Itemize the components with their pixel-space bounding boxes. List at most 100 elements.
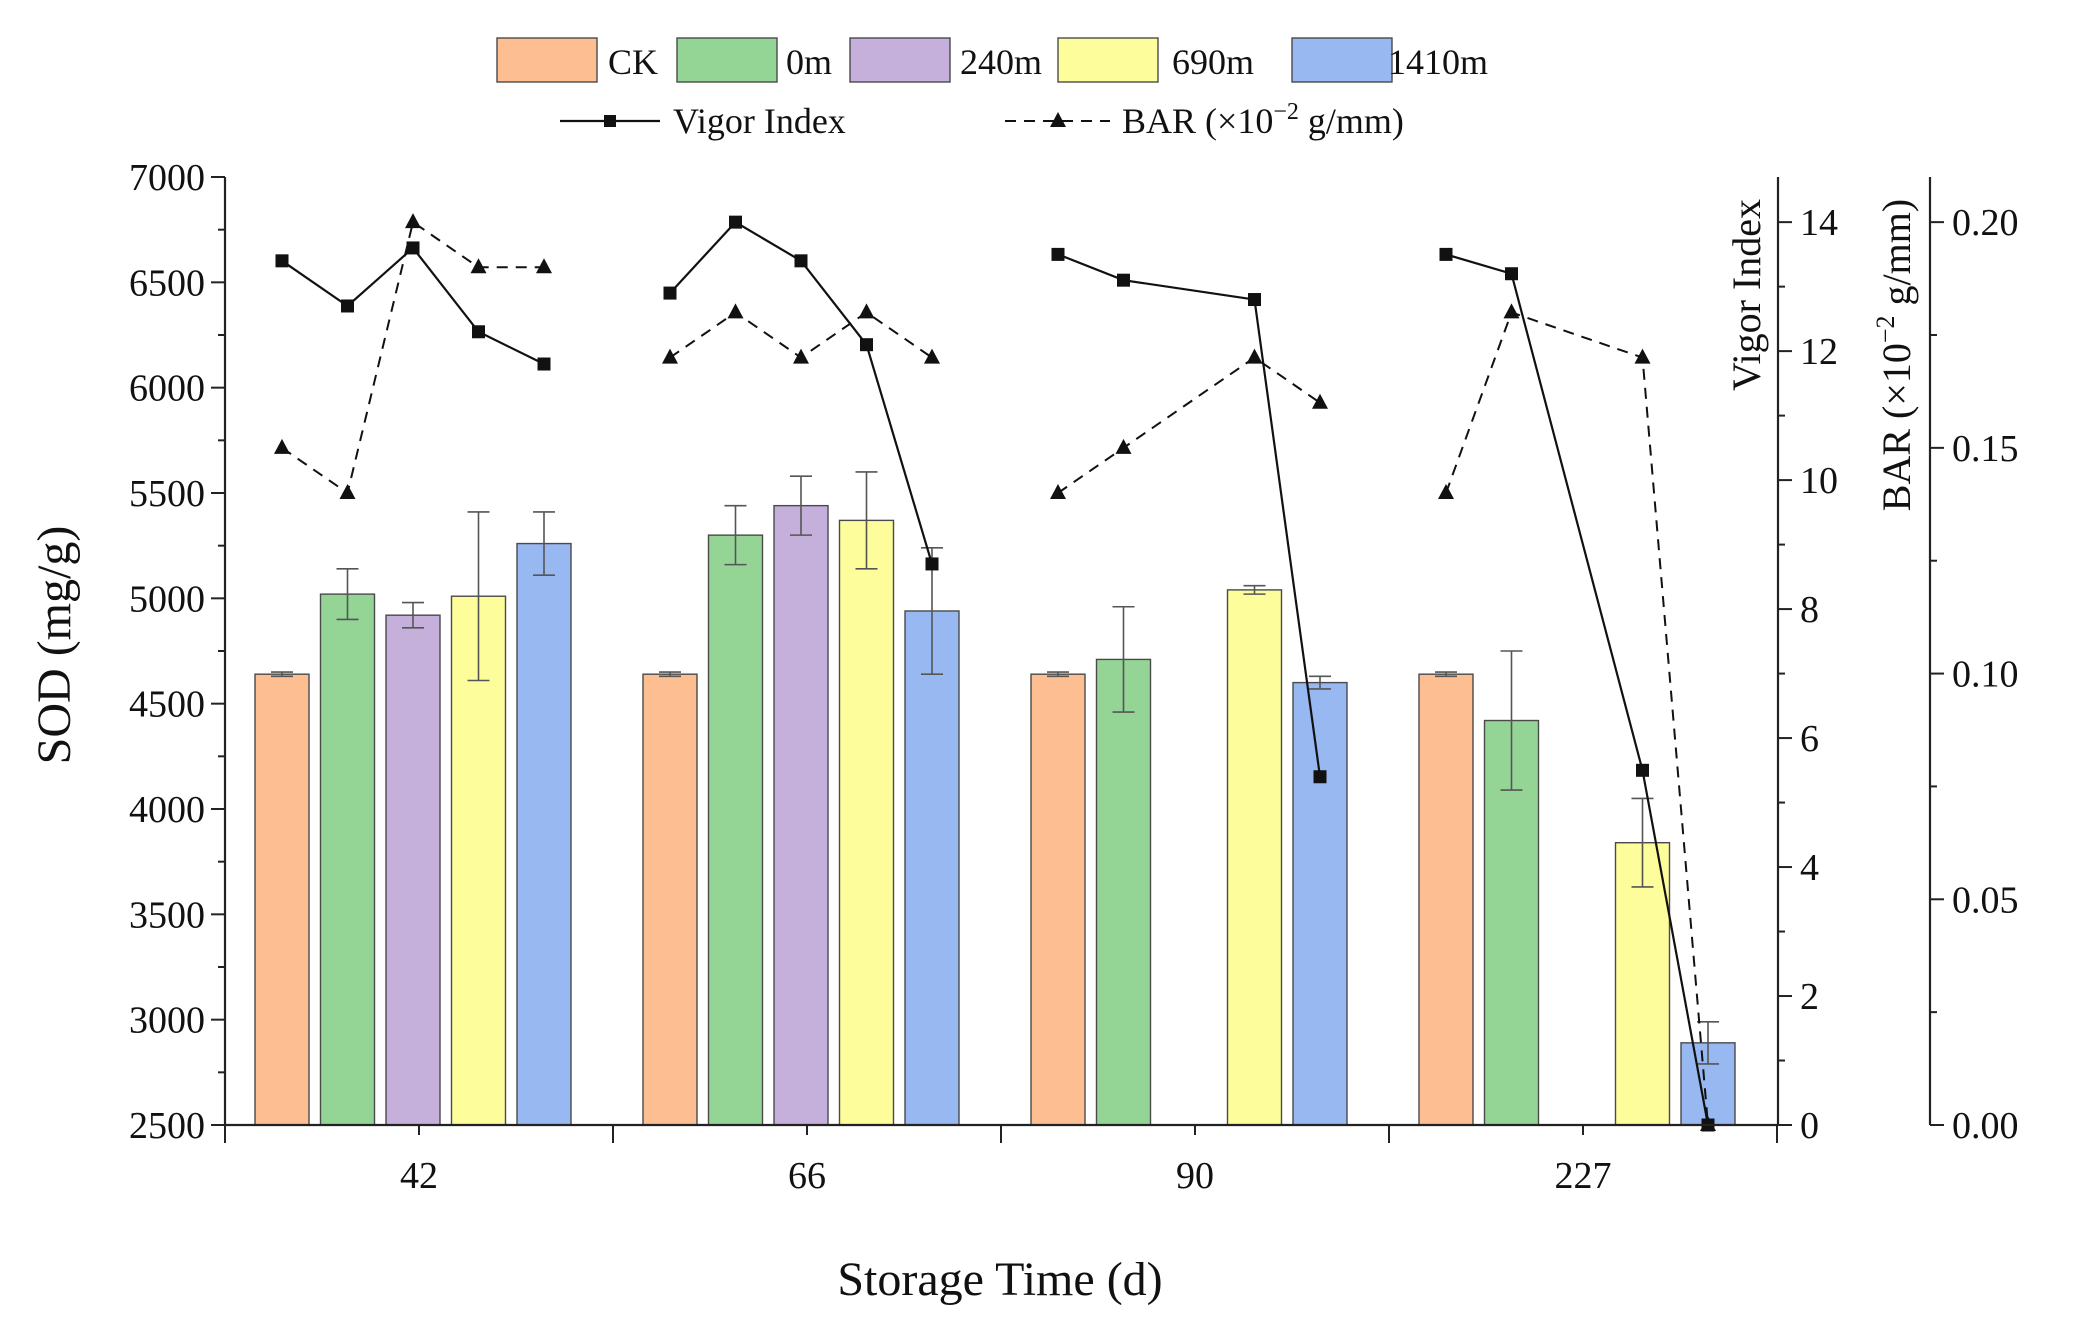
- bars-layer: [254, 471, 1736, 1126]
- legend-label-0m: 0m: [786, 42, 832, 82]
- error-bar-240m-42: [402, 601, 424, 629]
- vigor-tick-label-12: 12: [1800, 331, 1838, 373]
- vigor-tick-label-14: 14: [1800, 202, 1838, 244]
- bar-point-42-4: [536, 258, 552, 274]
- bar-0m-66: [707, 534, 764, 1126]
- vigor-index-point-66-4: [925, 557, 939, 571]
- bar-CK-90: [1030, 673, 1086, 1126]
- vigor-tick-label-4: 4: [1800, 847, 1819, 889]
- vigor-index-point-227-1: [1505, 267, 1518, 281]
- bar-point-66-1: [727, 303, 744, 319]
- vigor-index-point-66-3: [860, 338, 873, 352]
- y-tick-label-5500: 5500: [129, 473, 205, 515]
- error-bar-1410m-90: [1309, 675, 1331, 690]
- bar-point-90-3: [1246, 348, 1263, 364]
- bar-CK-42: [254, 673, 310, 1126]
- lines-layer: [274, 213, 1716, 1132]
- legend-swatch-690m: [1057, 37, 1159, 83]
- legend-swatch-0m: [676, 37, 778, 83]
- bar-1410m-42: [516, 542, 572, 1126]
- legend-label-CK: CK: [608, 42, 658, 82]
- bar-1410m-66: [904, 610, 960, 1126]
- vigor-index-point-90-4: [1313, 770, 1327, 784]
- legend-vigor-marker: [604, 115, 616, 127]
- bar-point-227-4: [1700, 1116, 1716, 1131]
- error-bar-1410m-42: [533, 511, 555, 576]
- vigor-index-point-42-0: [275, 254, 289, 268]
- error-bar-CK-227: [1435, 671, 1457, 678]
- error-bar-CK-42: [271, 671, 293, 678]
- bar-point-42-0: [274, 438, 290, 454]
- vigor-axis-title: Vigor Index: [1724, 199, 1769, 391]
- error-bar-0m-227: [1500, 650, 1523, 791]
- error-bar-1410m-227: [1697, 1020, 1719, 1065]
- bar-point-90-1: [1115, 438, 1132, 454]
- x-tick-label-227: 227: [1555, 1155, 1612, 1197]
- y-tick-label-7000: 7000: [129, 157, 205, 199]
- error-bar-690m-90: [1243, 584, 1266, 595]
- bar-point-90-4: [1312, 393, 1328, 409]
- error-bar-0m-66: [724, 504, 747, 566]
- legend-swatch-1410m: [1291, 37, 1393, 83]
- bar-point-227-3: [1634, 348, 1651, 364]
- vigor-index-line-42: [281, 246, 545, 366]
- y-tick-label-4500: 4500: [129, 684, 205, 726]
- y-tick-label-3500: 3500: [129, 894, 205, 936]
- bar-690m-42: [450, 595, 507, 1126]
- error-bar-690m-227: [1631, 797, 1654, 888]
- bar-point-42-1: [339, 484, 356, 499]
- legend-label-bar-exp: −2: [1273, 99, 1299, 125]
- legend-label-1410m: 1410m: [1388, 42, 1488, 82]
- y-tick-label-3000: 3000: [129, 1000, 205, 1042]
- legend-label-690m: 690m: [1172, 42, 1254, 82]
- vigor-index-point-42-4: [537, 357, 551, 371]
- bar-axis-title: BAR (×10−2 g/mm): [1871, 199, 1919, 511]
- vigor-tick-label-0: 0: [1800, 1105, 1819, 1147]
- y-tick-label-5000: 5000: [129, 578, 205, 620]
- legend-label-bar: BAR (×10−2 g/mm): [1122, 99, 1404, 141]
- bar-690m-227: [1614, 842, 1671, 1126]
- x-tick-label-42: 42: [400, 1155, 438, 1197]
- error-bar-0m-90: [1112, 605, 1135, 713]
- x-tick-label-66: 66: [788, 1155, 826, 1197]
- y-tick-label-4000: 4000: [129, 789, 205, 831]
- vigor-tick-label-8: 8: [1800, 589, 1819, 631]
- bar-0m-42: [319, 593, 376, 1126]
- vigor-index-point-90-3: [1248, 293, 1261, 307]
- bar-axis-tick-label-0.20: 0.20: [1952, 202, 2019, 244]
- error-bar-CK-90: [1047, 671, 1069, 678]
- bar-690m-90: [1226, 589, 1283, 1126]
- bar-690m-66: [838, 519, 895, 1126]
- x-tick-label-90: 90: [1176, 1155, 1214, 1197]
- vigor-tick-label-2: 2: [1800, 976, 1819, 1018]
- bar-axis-tick-label-0.05: 0.05: [1952, 879, 2019, 921]
- bar-1410m-90: [1292, 681, 1348, 1126]
- bar-axis-tick-label-0.10: 0.10: [1952, 654, 2019, 696]
- legend-label-bar-unit: g/mm): [1299, 101, 1404, 141]
- bar-point-227-0: [1438, 484, 1454, 499]
- error-bar-690m-66: [855, 471, 878, 570]
- vigor-index-point-66-2: [794, 254, 808, 268]
- error-bar-240m-66: [790, 475, 812, 536]
- legend-label-240m: 240m: [960, 42, 1042, 82]
- y-axis-title: SOD (mg/g): [28, 526, 81, 765]
- vigor-index-point-90-1: [1117, 273, 1130, 287]
- bar-point-42-2: [405, 213, 421, 229]
- bar-point-90-0: [1050, 484, 1066, 499]
- legend-label-vigor-index: Vigor Index: [673, 101, 846, 141]
- vigor-index-point-227-3: [1636, 763, 1649, 777]
- vigor-index-line-90: [1057, 253, 1322, 777]
- bar-240m-66: [773, 504, 829, 1126]
- legend-swatch-240m: [849, 37, 951, 83]
- axes-layer: 2500 3000 3500 4000 4500 5000 5500 6000 6500 7000…: [129, 157, 2019, 1197]
- bar-line-90: [1057, 356, 1321, 494]
- legend-bar-marker: [1050, 112, 1066, 127]
- bar-point-66-3: [858, 303, 875, 319]
- bar-axis-tick-label-0.15: 0.15: [1952, 428, 2019, 470]
- legend: CK 0m 240m 690m 1410m Vigor Index BAR (×10−2 g…: [496, 37, 1488, 141]
- error-bar-0m-42: [336, 568, 359, 621]
- vigor-index-point-66-1: [729, 215, 742, 229]
- bar-0m-90: [1095, 658, 1152, 1126]
- bar-point-42-3: [470, 258, 487, 274]
